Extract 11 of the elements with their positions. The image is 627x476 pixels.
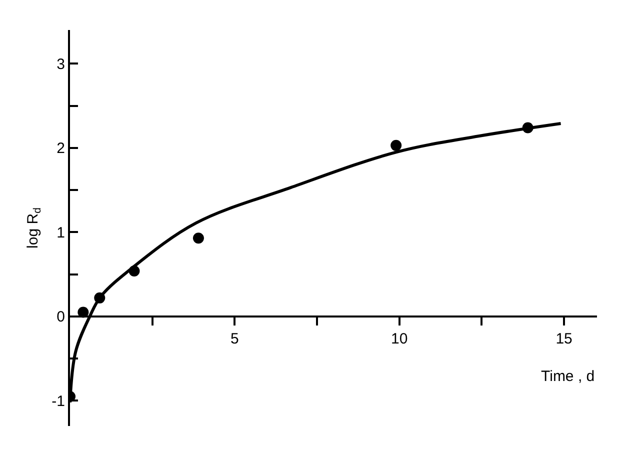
y-tick-label: 1	[56, 224, 65, 242]
y-tick-label: 2	[56, 140, 65, 158]
x-axis-title: Time , d	[541, 368, 595, 385]
x-tick-label: 5	[230, 330, 239, 348]
y-tick-label: 3	[56, 56, 65, 73]
x-tick-label: 10	[391, 330, 408, 348]
y-tick-label: -1	[52, 392, 65, 410]
x-tick-label: 15	[556, 330, 572, 348]
point	[192, 232, 204, 244]
point	[390, 140, 402, 151]
y-tick-label: 0	[56, 308, 65, 326]
